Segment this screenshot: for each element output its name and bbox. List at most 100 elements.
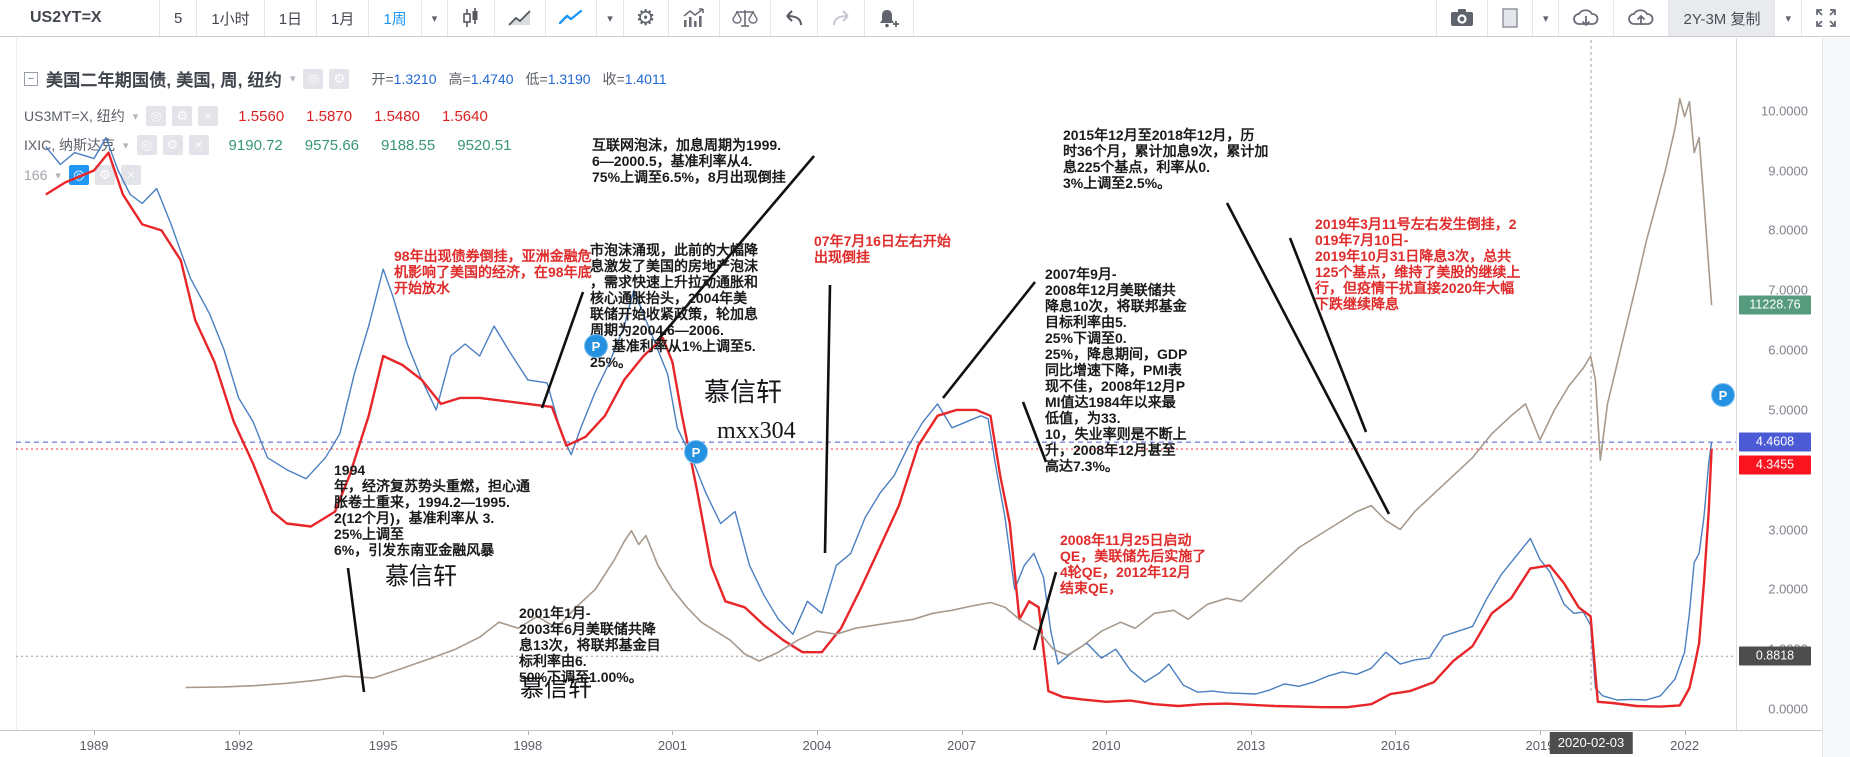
low-value: 1.3190 <box>547 70 591 87</box>
saved-chart-dropdown-icon[interactable]: ▾ <box>1775 0 1802 36</box>
last-price-badge: 4.3455 <box>1739 455 1811 475</box>
chart-annotation-text[interactable]: 1994 年，经济复苏势头重燃，担心通 胀卷土重来，1994.2—1995. 2… <box>334 462 530 558</box>
legend-indicator-row: 166 ▾ ◎ ⚙ × <box>24 165 141 185</box>
close-label: 收= <box>602 70 625 87</box>
time-axis-tickmark <box>527 731 529 735</box>
annotation-arrow-line[interactable] <box>1021 401 1048 463</box>
chart-annotation-text[interactable]: 2019年3月11号左右发生倒挂，2 019年7月10日- 2019年10月31… <box>1315 216 1521 312</box>
interval-1mo[interactable]: 1月 <box>317 0 370 36</box>
annotation-arrow-line[interactable] <box>823 284 832 554</box>
series-IXIC[interactable] <box>185 97 1713 689</box>
time-axis-tick: 2013 <box>1236 738 1266 753</box>
interval-1d[interactable]: 1日 <box>265 0 318 36</box>
chart-annotation-text[interactable]: 市泡沫涌现，此前的大幅降 息激发了美国的房地产泡沫 ，需求快速上升拉动通胀和 核… <box>590 242 758 370</box>
last-price-badge: 4.4608 <box>1739 432 1811 452</box>
chart-pane[interactable]: − 美国二年期国债, 美国, 周, 纽约 ▾ ◎ ⚙ 开=1.3210 高=1.… <box>0 38 1850 757</box>
p-point-marker[interactable]: P <box>1711 383 1735 407</box>
chart-annotation-text[interactable]: 98年出现债券倒挂，亚洲金融危 机影响了美国的经济，在98年底 开始放水 <box>394 248 592 296</box>
area-chart-icon[interactable] <box>495 0 547 36</box>
high-value: 1.4740 <box>470 70 514 87</box>
symbol-input[interactable]: US2YT=X <box>0 0 160 36</box>
time-axis-tickmark <box>1250 731 1252 735</box>
chart-annotation-text[interactable]: 2001年1月- 2003年6月美联储共降 息13次，将联邦基金目 标利率由6.… <box>519 605 661 685</box>
price-axis-tick: 5.0000 <box>1768 402 1808 418</box>
watermark-text: 慕信轩 <box>520 676 592 702</box>
layout-dropdown-icon[interactable]: ▾ <box>1533 0 1560 36</box>
visibility-icon-active[interactable]: ◎ <box>68 165 89 185</box>
visibility-icon[interactable]: ◎ <box>303 68 324 89</box>
annotation-arrow-line[interactable] <box>540 291 585 409</box>
chart-title[interactable]: 美国二年期国债, 美国, 周, 纽约 <box>46 71 282 90</box>
undo-icon[interactable] <box>771 0 818 36</box>
price-axis-tick: 10.0000 <box>1761 103 1808 119</box>
chevron-down-icon[interactable]: ▾ <box>55 169 61 182</box>
chart-style-dropdown-icon[interactable]: ▾ <box>597 0 624 36</box>
time-axis-tick: 1998 <box>513 738 543 753</box>
settings-gear-icon[interactable]: ⚙ <box>162 135 183 155</box>
settings-gear-icon[interactable]: ⚙ <box>94 165 115 185</box>
chart-annotation-text[interactable]: 2008年11月25日启动 QE，美联储先后实施了 4轮QE，2012年12月 … <box>1060 532 1207 596</box>
layout-icon[interactable] <box>1488 0 1533 36</box>
crosshair-date-badge: 2020-02-03 <box>1549 732 1633 754</box>
fullscreen-icon[interactable] <box>1802 0 1850 36</box>
annotation-arrow-line[interactable] <box>941 281 1037 399</box>
close-icon[interactable]: × <box>198 106 219 126</box>
watermark-text: 慕信轩 <box>704 378 783 407</box>
plot-left-border <box>16 38 17 730</box>
chevron-down-icon[interactable]: ▾ <box>132 110 139 123</box>
price-axis-tick: 6.0000 <box>1768 342 1808 358</box>
chart-annotation-text[interactable]: 互联网泡沫，加息周期为1999. 6—2000.5，基准利率从4. 75%上调至… <box>592 137 786 185</box>
saved-chart-name[interactable]: 2Y-3M 复制 <box>1669 0 1776 36</box>
interval-1w[interactable]: 1周 <box>369 0 422 36</box>
line-chart-icon[interactable] <box>546 0 598 36</box>
visibility-icon[interactable]: ◎ <box>136 135 157 155</box>
chevron-down-icon[interactable]: ▾ <box>289 73 296 85</box>
alert-bell-icon[interactable] <box>865 0 914 36</box>
legend-main-row: − 美国二年期国债, 美国, 周, 纽约 ▾ ◎ ⚙ 开=1.3210 高=1.… <box>24 66 667 91</box>
p-point-marker[interactable]: P <box>684 440 708 464</box>
interval-1h[interactable]: 1小时 <box>197 0 265 36</box>
us3mt-symbol[interactable]: US3MT=X, 纽约 <box>24 108 125 124</box>
top-toolbar: US2YT=X 5 1小时 1日 1月 1周 ▾ ▾ <box>0 0 1850 37</box>
watermark-text: mxx304 <box>717 418 796 444</box>
time-axis[interactable]: 1989 1992 1995 1998 2001 2004 2007 2010 2013 2016… <box>0 730 1822 757</box>
price-axis-tick: 7.0000 <box>1768 282 1808 298</box>
annotation-arrow-line[interactable] <box>346 567 366 693</box>
interval-5[interactable]: 5 <box>160 0 198 36</box>
close-value: 1.4011 <box>624 70 667 87</box>
compare-scales-icon[interactable] <box>720 0 771 36</box>
last-price-badge: 11228.76 <box>1739 295 1811 315</box>
collapse-icon[interactable]: − <box>24 71 38 86</box>
close-icon[interactable]: × <box>120 165 141 185</box>
gear-icon[interactable]: ⚙ <box>624 0 669 36</box>
camera-icon[interactable] <box>1435 0 1488 36</box>
time-axis-tickmark <box>1684 731 1686 735</box>
redo-icon[interactable] <box>818 0 865 36</box>
chart-annotation-text[interactable]: 2007年9月- 2008年12月美联储共 降息10次，将联邦基金 目标利率由5… <box>1045 266 1188 474</box>
time-axis-tick: 2010 <box>1091 738 1121 753</box>
candlestick-chart-icon[interactable] <box>448 0 496 36</box>
chart-annotation-text[interactable]: 07年7月16日左右开始 出现倒挂 <box>814 233 951 265</box>
time-axis-tick: 1995 <box>368 738 398 753</box>
low-label: 低= <box>525 70 548 87</box>
indicators-icon[interactable] <box>669 0 720 36</box>
p-point-marker[interactable]: P <box>584 334 608 358</box>
cloud-upload-icon[interactable] <box>1614 0 1670 36</box>
chevron-down-icon[interactable]: ▾ <box>123 139 129 152</box>
indicator-label[interactable]: 166 <box>24 167 48 183</box>
ixic-ohlc-values: 9190.72 9575.66 9188.55 9520.51 <box>228 136 512 154</box>
settings-gear-icon[interactable]: ⚙ <box>172 106 193 126</box>
close-icon[interactable]: × <box>188 135 209 155</box>
right-gutter <box>1822 38 1850 757</box>
settings-gear-icon[interactable]: ⚙ <box>329 68 350 89</box>
cloud-download-icon[interactable] <box>1559 0 1615 36</box>
annotation-arrow-line[interactable] <box>1032 571 1058 651</box>
visibility-icon[interactable]: ◎ <box>146 106 167 126</box>
chart-annotation-text[interactable]: 2015年12月至2018年12月，历 时36个月，累计加息9次，累计加 息22… <box>1063 127 1269 191</box>
watermark-text: 慕信轩 <box>385 564 457 590</box>
price-axis[interactable]: 0.00001.00002.00003.00005.00006.00007.00… <box>1736 38 1822 730</box>
ixic-symbol[interactable]: IXIC, 纳斯达克 <box>24 137 116 153</box>
legend-ixic-row: IXIC, 纳斯达克 ▾ ◎ ⚙ × 9190.72 9575.66 9188.5… <box>24 135 511 155</box>
interval-dropdown-icon[interactable]: ▾ <box>422 0 449 36</box>
open-label: 开= <box>371 70 394 87</box>
